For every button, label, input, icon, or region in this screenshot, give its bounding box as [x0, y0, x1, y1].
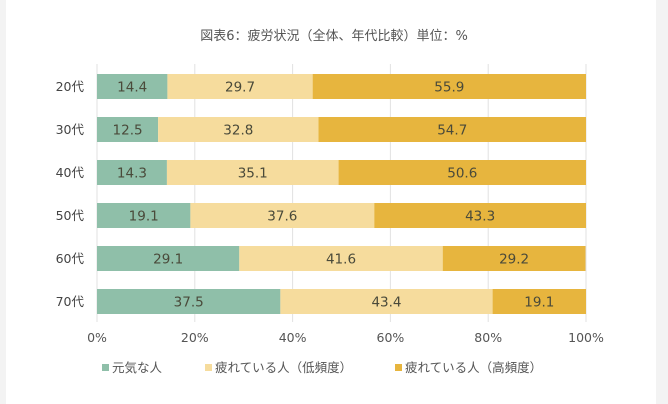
- bar-segment: [338, 160, 586, 185]
- data-label: 29.1: [153, 252, 183, 268]
- data-label: 43.4: [371, 295, 401, 311]
- category-label: 60代: [56, 251, 85, 266]
- bar-segment: [97, 203, 191, 228]
- bar-segment: [442, 246, 586, 271]
- category-label: 70代: [56, 294, 85, 309]
- bar-segment: [374, 203, 586, 228]
- x-tick-label: 60%: [377, 330, 405, 345]
- data-label: 50.6: [447, 166, 477, 182]
- bar-segment: [167, 74, 313, 99]
- data-label: 29.2: [499, 252, 529, 268]
- data-label: 55.9: [434, 80, 464, 96]
- data-label: 37.5: [174, 295, 204, 311]
- chart-card: [6, 0, 656, 404]
- data-label: 43.3: [465, 209, 495, 225]
- chart-title: 図表6：疲労状況（全体、年代比較）単位：%: [200, 28, 468, 44]
- bar-segment: [158, 117, 319, 142]
- bar-segment: [97, 246, 240, 271]
- category-label: 40代: [56, 165, 85, 180]
- bar-segment: [312, 74, 586, 99]
- data-label: 14.4: [117, 80, 147, 96]
- x-tick-label: 20%: [181, 330, 209, 345]
- data-label: 14.3: [117, 166, 147, 182]
- data-label: 29.7: [225, 80, 255, 96]
- data-label: 32.8: [223, 123, 253, 139]
- bar-segment: [492, 289, 586, 314]
- bar-segment: [280, 289, 493, 314]
- bar-segment: [239, 246, 443, 271]
- category-label: 30代: [56, 122, 85, 137]
- x-tick-label: 40%: [279, 330, 307, 345]
- bar-segment: [190, 203, 375, 228]
- category-label: 50代: [56, 208, 85, 223]
- bar-segment: [318, 117, 586, 142]
- legend-swatch: [395, 364, 402, 371]
- legend-swatch: [205, 364, 212, 371]
- legend-label: 元気な人: [112, 360, 163, 375]
- bar-segment: [166, 160, 339, 185]
- x-tick-label: 80%: [474, 330, 502, 345]
- bar-segment: [97, 117, 159, 142]
- data-label: 54.7: [437, 123, 467, 139]
- legend-label: 疲れている人（高頻度）: [405, 360, 542, 375]
- data-label: 35.1: [238, 166, 268, 182]
- data-label: 19.1: [129, 209, 159, 225]
- category-label: 20代: [56, 79, 85, 94]
- legend-swatch: [102, 364, 109, 371]
- data-label: 12.5: [113, 123, 143, 139]
- x-tick-label: 100%: [568, 330, 604, 345]
- bar-segment: [97, 289, 281, 314]
- data-label: 41.6: [326, 252, 356, 268]
- data-label: 19.1: [524, 295, 554, 311]
- bar-segment: [97, 160, 167, 185]
- x-tick-label: 0%: [87, 330, 107, 345]
- data-label: 37.6: [267, 209, 297, 225]
- legend-label: 疲れている人（低頻度）: [215, 360, 352, 375]
- bar-segment: [97, 74, 168, 99]
